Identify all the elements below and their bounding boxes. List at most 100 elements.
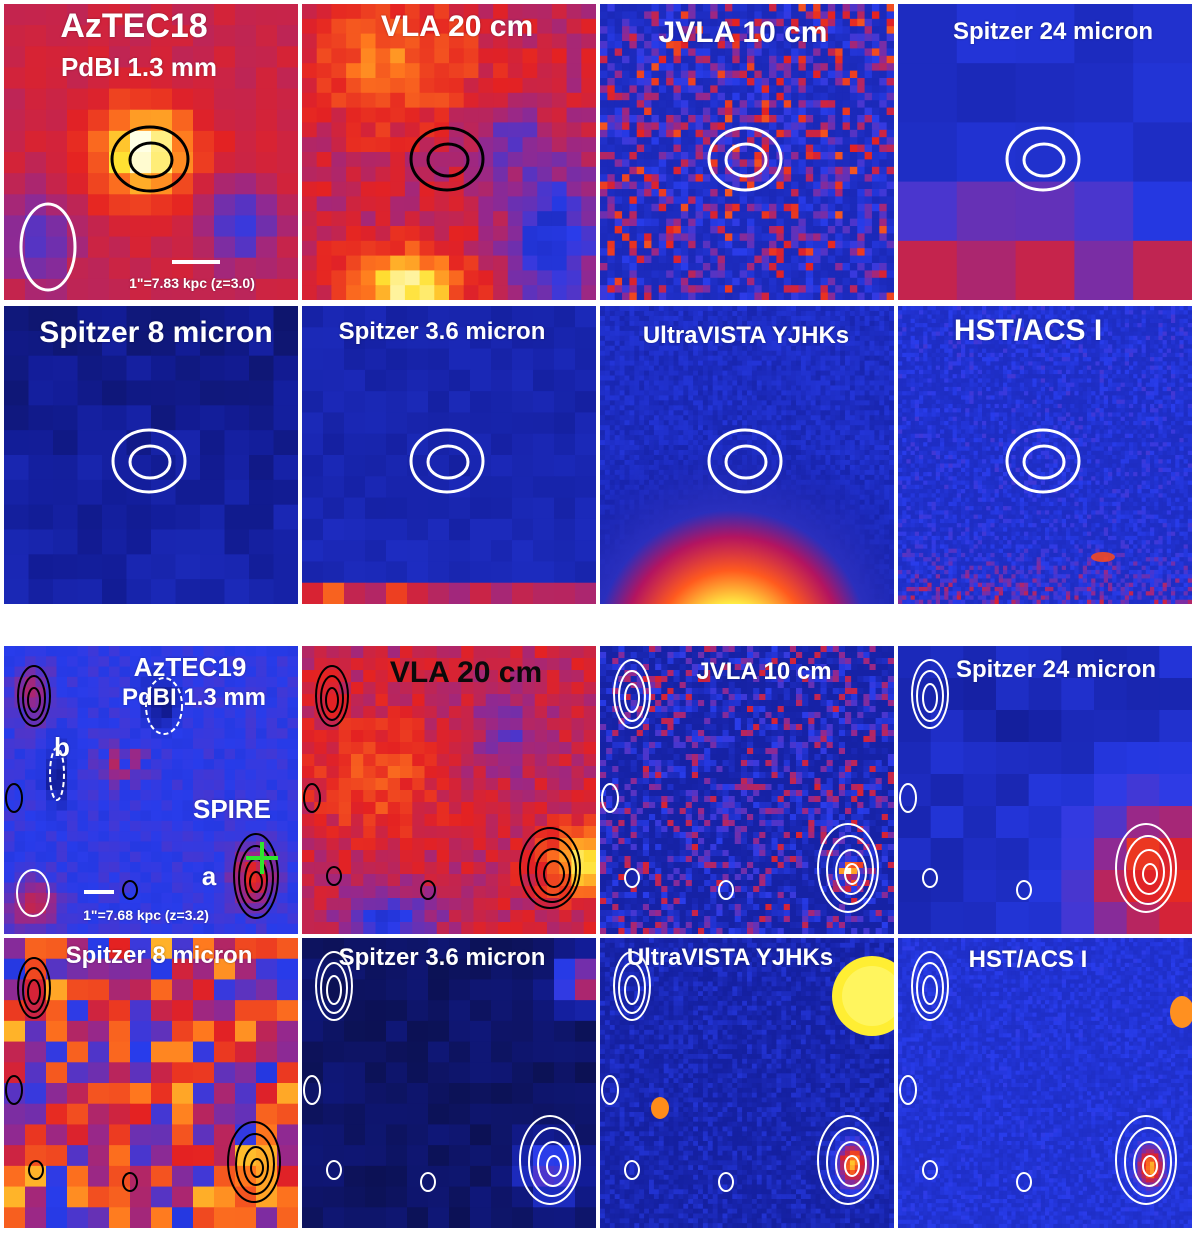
pixel <box>434 226 450 242</box>
pixel <box>331 181 347 197</box>
pixel <box>193 88 215 111</box>
pixel <box>365 327 387 350</box>
pixel <box>791 196 800 205</box>
pixel <box>820 196 829 205</box>
pixel <box>695 137 704 146</box>
pixel <box>673 137 682 146</box>
pixel <box>871 4 880 12</box>
pixel <box>673 248 682 257</box>
pixel <box>658 196 667 205</box>
pixel <box>537 166 553 183</box>
pixel <box>507 63 524 79</box>
pixel <box>956 4 1017 64</box>
pixel <box>566 107 582 123</box>
pixel <box>761 122 770 131</box>
pixel <box>360 181 377 197</box>
pixel <box>732 196 741 205</box>
pixel <box>783 137 792 146</box>
pixel <box>235 278 257 300</box>
pixel <box>651 189 660 197</box>
pixel <box>879 255 888 264</box>
pixel <box>791 137 800 146</box>
pixel <box>658 11 667 20</box>
pixel <box>813 233 822 242</box>
pixel <box>695 196 704 205</box>
pixel <box>214 130 236 153</box>
pixel <box>386 518 408 541</box>
pixel <box>798 292 807 300</box>
pixel <box>600 189 608 197</box>
pixel <box>879 4 888 12</box>
pixel <box>4 67 26 90</box>
pixel <box>622 41 630 49</box>
pixel <box>680 70 689 79</box>
pixel <box>522 226 538 242</box>
pixel <box>25 152 47 174</box>
pixel <box>614 189 623 197</box>
pixel <box>842 255 851 264</box>
contour-outer <box>409 428 485 494</box>
pixel <box>857 152 866 160</box>
pixel <box>680 270 689 279</box>
pixel <box>1133 63 1192 123</box>
pixel <box>607 70 616 79</box>
pixel <box>277 88 298 111</box>
pixel <box>491 433 513 456</box>
pixel <box>776 189 785 197</box>
pixel <box>747 181 755 190</box>
pixel <box>629 211 638 220</box>
pixel <box>644 152 653 160</box>
pixel <box>724 85 733 94</box>
pixel <box>277 130 298 153</box>
pixel <box>813 122 822 131</box>
pixel <box>522 152 538 168</box>
pixel <box>710 285 719 294</box>
pixel <box>886 240 894 249</box>
image-pixels <box>302 4 596 300</box>
pixel <box>776 181 785 190</box>
pixel <box>871 55 880 64</box>
pixel <box>629 137 638 146</box>
pixel <box>1074 4 1134 64</box>
pixel <box>849 292 858 300</box>
pixel <box>761 255 770 264</box>
pixel <box>805 292 814 300</box>
pixel <box>747 166 755 175</box>
pixel <box>537 152 553 168</box>
pixel <box>702 78 711 86</box>
pixel <box>629 226 638 234</box>
pixel <box>434 270 450 286</box>
pixel <box>732 33 741 42</box>
pixel <box>688 277 697 286</box>
pixel <box>636 270 645 279</box>
pixel <box>835 248 844 257</box>
pixel <box>864 285 873 294</box>
pixel <box>813 100 822 109</box>
pixel <box>607 248 616 257</box>
pixel <box>375 240 391 257</box>
pixel <box>193 173 215 195</box>
pixel <box>842 4 851 12</box>
pixel <box>871 255 880 264</box>
image-pixels <box>4 4 298 300</box>
pixel <box>365 391 387 414</box>
pixel <box>783 218 792 227</box>
pixel <box>805 92 814 101</box>
pixel <box>607 270 616 279</box>
pixel <box>449 255 465 271</box>
pixel <box>493 78 509 94</box>
pixel <box>151 236 173 259</box>
pixel <box>449 4 465 20</box>
pixel <box>463 196 479 212</box>
pixel <box>4 109 26 132</box>
pixel <box>783 11 792 20</box>
pixel <box>277 109 298 132</box>
pixel <box>702 181 711 190</box>
pixel <box>732 48 741 57</box>
pixel <box>673 63 682 72</box>
pixel <box>175 330 201 357</box>
pixel <box>644 218 653 227</box>
pixel <box>783 166 792 175</box>
pixel <box>739 203 748 212</box>
pixel <box>390 285 406 300</box>
